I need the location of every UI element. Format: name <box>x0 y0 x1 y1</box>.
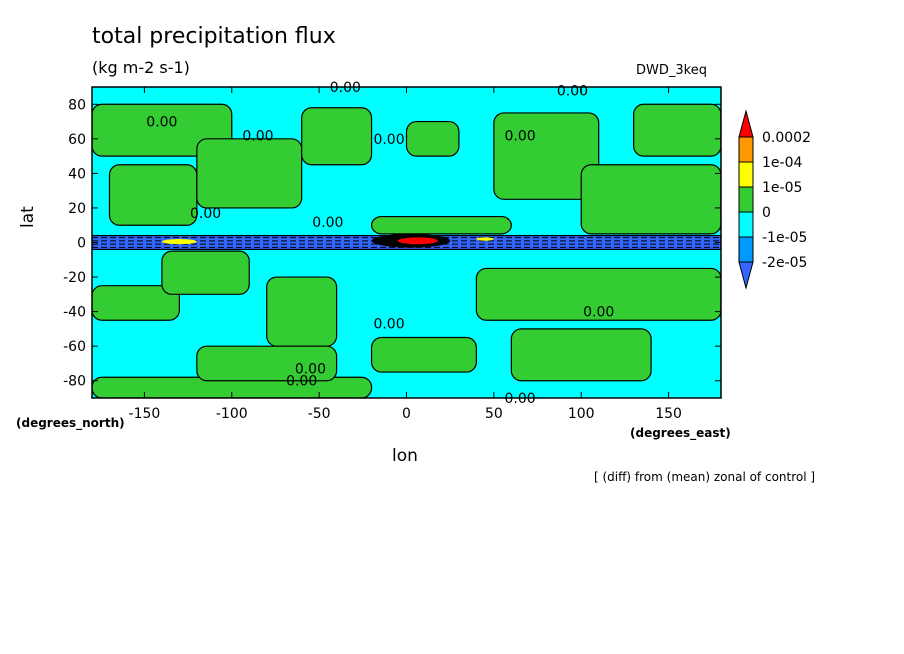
contour-label: 0.00 <box>146 115 177 131</box>
model-label: DWD_3keq <box>636 63 707 78</box>
colorbar-label: -1e-05 <box>762 230 807 246</box>
positive-region <box>196 345 338 382</box>
y-tick-label: 20 <box>68 201 86 217</box>
positive-region <box>510 328 652 382</box>
contour-label: 0.00 <box>583 305 614 321</box>
x-tick-label: 150 <box>655 406 682 422</box>
y-tick-label: -40 <box>63 305 86 321</box>
x-axis-units: (degrees_east) <box>630 426 731 440</box>
hotspot <box>161 239 197 245</box>
y-tick-label: -80 <box>63 374 86 390</box>
colorbar-label: 0 <box>762 205 771 221</box>
contour-label: 0.00 <box>504 391 535 407</box>
contour-label: 0.00 <box>295 362 326 378</box>
positive-region <box>92 103 233 157</box>
y-tick-label: 40 <box>68 166 86 182</box>
contour-label: 0.00 <box>373 132 404 148</box>
positive-region <box>633 103 721 157</box>
positive-region <box>266 276 338 347</box>
colorbar-segment <box>738 186 754 213</box>
colorbar-segment <box>738 161 754 188</box>
x-tick-label: 100 <box>568 406 595 422</box>
positive-region <box>301 107 373 166</box>
y-tick-label: 60 <box>68 132 86 148</box>
contour-label: 0.00 <box>286 374 317 390</box>
hotspot <box>397 237 438 245</box>
colorbar-segment <box>738 136 754 163</box>
chart-units: (kg m-2 s-1) <box>92 58 190 77</box>
colorbar-top-arrow <box>738 109 754 138</box>
x-tick-label: 0 <box>402 406 411 422</box>
contour-label: 0.00 <box>242 128 273 144</box>
positive-region <box>370 336 477 373</box>
contour-label: 0.00 <box>373 317 404 333</box>
y-axis-units: (degrees_north) <box>16 416 125 430</box>
colorbar-bottom-arrow <box>738 261 754 290</box>
comparison-note: [ (diff) from (mean) zonal of control ] <box>594 470 816 484</box>
positive-region <box>196 138 303 209</box>
contour-label: 0.00 <box>557 83 588 99</box>
colorbar-segment <box>738 236 754 263</box>
x-axis-label: lon <box>392 446 418 466</box>
contour-label: 0.00 <box>504 128 535 144</box>
positive-region <box>370 215 512 235</box>
positive-region <box>161 250 250 295</box>
colorbar-label: -2e-05 <box>762 255 807 271</box>
y-tick-label: -60 <box>63 339 86 355</box>
positive-region <box>108 164 198 226</box>
x-tick-label: -100 <box>216 406 248 422</box>
colorbar-segment <box>738 211 754 238</box>
colorbar-label: 1e-05 <box>762 180 802 196</box>
positive-region <box>493 112 600 200</box>
positive-region <box>405 120 460 157</box>
x-tick-label: -50 <box>308 406 331 422</box>
colorbar-label: 0.0002 <box>762 130 811 146</box>
y-tick-label: -20 <box>63 270 86 286</box>
field-regions <box>92 103 721 398</box>
contour-label: 0.00 <box>190 206 221 222</box>
positive-region <box>580 164 721 235</box>
x-tick-label: 50 <box>485 406 503 422</box>
positive-region <box>92 285 180 321</box>
x-tick-label: -150 <box>129 406 161 422</box>
positive-region <box>475 267 721 321</box>
y-tick-label: 0 <box>77 236 86 252</box>
colorbar-label: 1e-04 <box>762 155 802 171</box>
contour-label: 0.00 <box>330 80 361 96</box>
y-tick-label: 80 <box>68 97 86 113</box>
contour-label: 0.00 <box>312 215 343 231</box>
chart-title: total precipitation flux <box>92 24 336 49</box>
hotspot <box>476 237 494 241</box>
